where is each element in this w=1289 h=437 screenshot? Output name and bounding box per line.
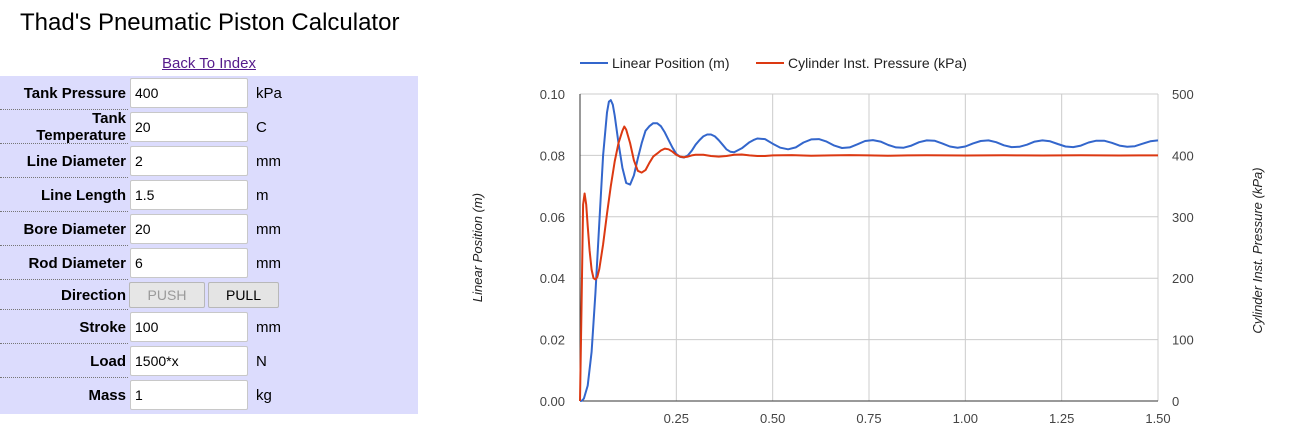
back-to-index-link[interactable]: Back To Index: [162, 55, 256, 72]
field-label: Stroke: [79, 318, 126, 336]
form-row-rod-diameter: Rod Diameter mm: [0, 246, 282, 280]
y-left-axis-title: Linear Position (m): [470, 193, 485, 302]
form-row-tank-pressure: Tank Pressure kPa: [0, 76, 282, 110]
form-row-line-diameter: Line Diameter mm: [0, 144, 282, 178]
field-label: Tank Pressure: [23, 84, 126, 102]
push-button[interactable]: PUSH: [129, 282, 205, 308]
form-row-line-length: Line Length m: [0, 178, 282, 212]
field-label: Rod Diameter: [28, 254, 126, 272]
y-right-tick-label: 400: [1172, 148, 1194, 163]
x-tick-label: 1.00: [953, 411, 978, 426]
load-input[interactable]: [130, 346, 248, 376]
y-left-tick-label: 0.06: [540, 210, 565, 225]
tank-temperature-input[interactable]: [130, 112, 248, 142]
unit-label: mm: [256, 220, 281, 238]
bore-diameter-input[interactable]: [130, 214, 248, 244]
form-row-load: Load N: [0, 344, 282, 378]
form-row-mass: Mass kg: [0, 378, 282, 412]
page-title: Thad's Pneumatic Piston Calculator: [20, 9, 400, 36]
field-label: Bore Diameter: [23, 220, 126, 238]
y-left-tick-label: 0.00: [540, 394, 565, 409]
y-left-tick-label: 0.08: [540, 148, 565, 163]
x-tick-label: 0.75: [856, 411, 881, 426]
x-tick-label: 1.50: [1145, 411, 1170, 426]
line-length-input[interactable]: [130, 180, 248, 210]
field-label: Direction: [60, 286, 126, 304]
x-tick-label: 0.25: [664, 411, 689, 426]
y-right-tick-label: 200: [1172, 271, 1194, 286]
y-left-tick-label: 0.02: [540, 333, 565, 348]
field-label: Line Diameter: [26, 152, 126, 170]
legend-label: Cylinder Inst. Pressure (kPa): [788, 55, 967, 71]
unit-label: m: [256, 186, 269, 204]
form-row-tank-temperature: Tank Temperature C: [0, 110, 282, 144]
legend-label: Linear Position (m): [612, 55, 730, 71]
form-row-bore-diameter: Bore Diameter mm: [0, 212, 282, 246]
y-right-tick-label: 300: [1172, 210, 1194, 225]
y-right-tick-label: 500: [1172, 87, 1194, 102]
y-left-tick-label: 0.04: [540, 271, 565, 286]
field-label: Mass: [88, 386, 126, 404]
input-form: Tank Pressure kPa Tank Temperature C Lin…: [0, 76, 282, 412]
y-right-axis-title: Cylinder Inst. Pressure (kPa): [1250, 167, 1265, 333]
form-row-direction: Direction PUSH PULL: [0, 280, 282, 310]
field-label: Load: [90, 352, 126, 370]
unit-label: mm: [256, 152, 281, 170]
form-row-stroke: Stroke mm: [0, 310, 282, 344]
field-label: Tank Temperature: [36, 110, 126, 144]
tank-pressure-input[interactable]: [130, 78, 248, 108]
unit-label: N: [256, 352, 267, 370]
field-label: Line Length: [41, 186, 126, 204]
y-left-tick-label: 0.10: [540, 87, 565, 102]
x-tick-label: 0.50: [760, 411, 785, 426]
unit-label: mm: [256, 254, 281, 272]
x-tick-label: 1.25: [1049, 411, 1074, 426]
pull-button[interactable]: PULL: [208, 282, 279, 308]
unit-label: C: [256, 118, 267, 136]
input-form-panel: Tank Pressure kPa Tank Temperature C Lin…: [0, 76, 418, 414]
rod-diameter-input[interactable]: [130, 248, 248, 278]
unit-label: kPa: [256, 84, 282, 102]
line-diameter-input[interactable]: [130, 146, 248, 176]
mass-input[interactable]: [130, 380, 248, 410]
stroke-input[interactable]: [130, 312, 248, 342]
unit-label: mm: [256, 318, 281, 336]
unit-label: kg: [256, 386, 272, 404]
cylinder-pressure-line: [579, 125, 1158, 402]
linear-position-line: [579, 99, 1159, 402]
y-right-tick-label: 0: [1172, 394, 1179, 409]
y-right-tick-label: 100: [1172, 333, 1194, 348]
